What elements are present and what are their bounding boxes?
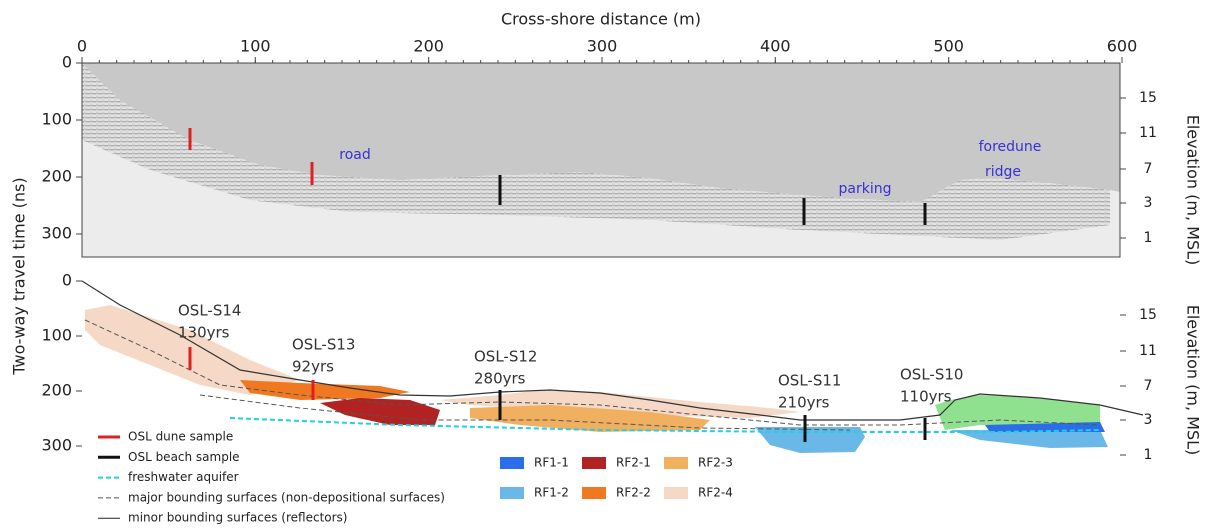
elevation-tick-label: 7 [1144, 161, 1153, 177]
elevation-tick-label: 1 [1144, 447, 1153, 463]
x-tick-label: 200 [413, 37, 444, 56]
elevation-tick-label: 11 [1139, 125, 1157, 141]
y-tick-label: 300 [41, 436, 72, 455]
elevation-tick-label: 11 [1139, 343, 1157, 359]
legend-label: freshwater aquifer [128, 470, 239, 484]
legend-label: major bounding surfaces (non-depositiona… [128, 490, 445, 504]
sample-marks [188, 128, 927, 225]
x-tick-label: 300 [587, 37, 618, 56]
sample-name: OSL-S10 [900, 366, 963, 384]
surface [81, 280, 1144, 421]
elevation-tick-label: 15 [1139, 90, 1157, 106]
legend-swatch [500, 457, 524, 469]
elevation-tick-label: 3 [1144, 412, 1153, 428]
y-tick-label: 200 [41, 381, 72, 400]
annotation: parking [839, 181, 892, 197]
elevation-title: Elevation (m, MSL) [1184, 305, 1203, 456]
legend-swatch [664, 487, 688, 499]
sample-age: 130yrs [178, 324, 230, 342]
y-axis-title: Two-way travel time (ns) [10, 177, 29, 375]
legend-swatch [582, 487, 606, 499]
x-axis-title: Cross-shore distance (m) [501, 10, 701, 29]
sample-name: OSL-S14 [178, 302, 241, 320]
legend-swatch [500, 487, 524, 499]
elevation-tick-label: 1 [1144, 230, 1153, 246]
legend-label: RF2-2 [616, 486, 651, 500]
sample-age: 92yrs [292, 358, 334, 376]
air [82, 63, 1120, 202]
legend-label: RF2-3 [698, 456, 733, 470]
x-tick-label: 0 [77, 37, 87, 56]
aquifer [229, 417, 1101, 433]
sample-marks [188, 347, 927, 442]
legend-label: minor bounding surfaces (reflectors) [128, 511, 347, 525]
y-tick-label: 200 [41, 167, 72, 186]
legend-label: RF1-2 [534, 486, 569, 500]
radar-texture [82, 63, 1110, 240]
x-tick-label: 400 [760, 37, 791, 56]
sample-age: 280yrs [474, 370, 526, 388]
sample-age: 210yrs [778, 394, 830, 412]
sample-name: OSL-S13 [292, 336, 355, 354]
elevation-tick-label: 3 [1144, 195, 1153, 211]
x-tick-label: 600 [1107, 37, 1138, 56]
legend-label: RF2-1 [616, 456, 651, 470]
elevation-tick-label: 7 [1144, 378, 1153, 394]
y-tick-label: 300 [41, 224, 72, 243]
panel-frame [81, 62, 1121, 258]
legend-label: OSL dune sample [128, 430, 233, 444]
x-tick-label: 100 [240, 37, 271, 56]
major-surface [199, 394, 851, 431]
major-surface [84, 319, 1101, 426]
facies [85, 305, 1108, 453]
annotation: foredune [979, 139, 1042, 155]
sample-name: OSL-S12 [474, 348, 537, 366]
legend-label: RF1-1 [534, 456, 569, 470]
sample-age: 110yrs [900, 388, 952, 406]
legend-swatch [582, 457, 606, 469]
elevation-tick-label: 15 [1139, 307, 1157, 323]
legend-label: OSL beach sample [128, 450, 240, 464]
legend-label: RF2-4 [698, 486, 733, 500]
y-tick-label: 0 [62, 271, 72, 290]
y-tick-label: 100 [41, 110, 72, 129]
legend-swatch [664, 457, 688, 469]
annotation: ridge [985, 164, 1021, 180]
y-tick-label: 0 [62, 53, 72, 72]
x-tick-label: 500 [933, 37, 964, 56]
sample-name: OSL-S11 [778, 372, 841, 390]
elevation-title: Elevation (m, MSL) [1184, 115, 1203, 266]
y-tick-label: 100 [41, 326, 72, 345]
annotation: road [339, 147, 370, 163]
